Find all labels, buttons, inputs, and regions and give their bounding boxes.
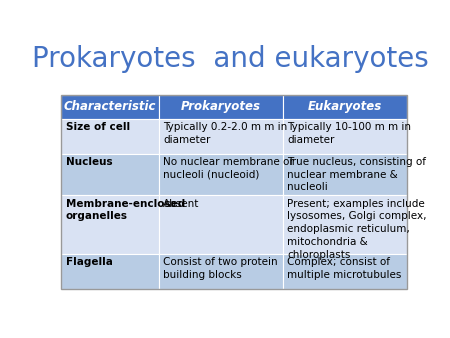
FancyBboxPatch shape [62,254,159,289]
FancyBboxPatch shape [159,119,283,154]
FancyBboxPatch shape [159,95,283,119]
Text: Typically 0.2-2.0 m m in
diameter: Typically 0.2-2.0 m m in diameter [163,122,288,145]
Text: No nuclear membrane or
nucleoli (nucleoid): No nuclear membrane or nucleoli (nucleoi… [163,157,294,180]
Text: Typically 10-100 m m in
diameter: Typically 10-100 m m in diameter [287,122,411,145]
FancyBboxPatch shape [283,95,407,119]
Text: Consist of two protein
building blocks: Consist of two protein building blocks [163,257,278,280]
FancyBboxPatch shape [159,154,283,195]
Text: Flagella: Flagella [66,257,112,267]
FancyBboxPatch shape [159,195,283,254]
Text: Size of cell: Size of cell [66,122,130,132]
Text: Eukaryotes: Eukaryotes [308,100,382,114]
FancyBboxPatch shape [62,154,159,195]
Text: Characteristic: Characteristic [64,100,157,114]
Text: Prokaryotes  and eukaryotes: Prokaryotes and eukaryotes [32,45,429,73]
Text: Present; examples include
lysosomes, Golgi complex,
endoplasmic reticulum,
mitoc: Present; examples include lysosomes, Gol… [287,198,427,260]
Text: Nucleus: Nucleus [66,157,112,167]
FancyBboxPatch shape [62,95,159,119]
Text: Absent: Absent [163,198,200,209]
FancyBboxPatch shape [62,195,159,254]
FancyBboxPatch shape [283,119,407,154]
Text: True nucleus, consisting of
nuclear membrane &
nucleoli: True nucleus, consisting of nuclear memb… [287,157,426,193]
FancyBboxPatch shape [159,254,283,289]
FancyBboxPatch shape [283,154,407,195]
Text: Complex; consist of
multiple microtubules: Complex; consist of multiple microtubule… [287,257,401,280]
Text: Prokaryotes: Prokaryotes [181,100,261,114]
FancyBboxPatch shape [62,119,159,154]
FancyBboxPatch shape [283,254,407,289]
FancyBboxPatch shape [283,195,407,254]
Text: Membrane-enclosed
organelles: Membrane-enclosed organelles [66,198,185,221]
